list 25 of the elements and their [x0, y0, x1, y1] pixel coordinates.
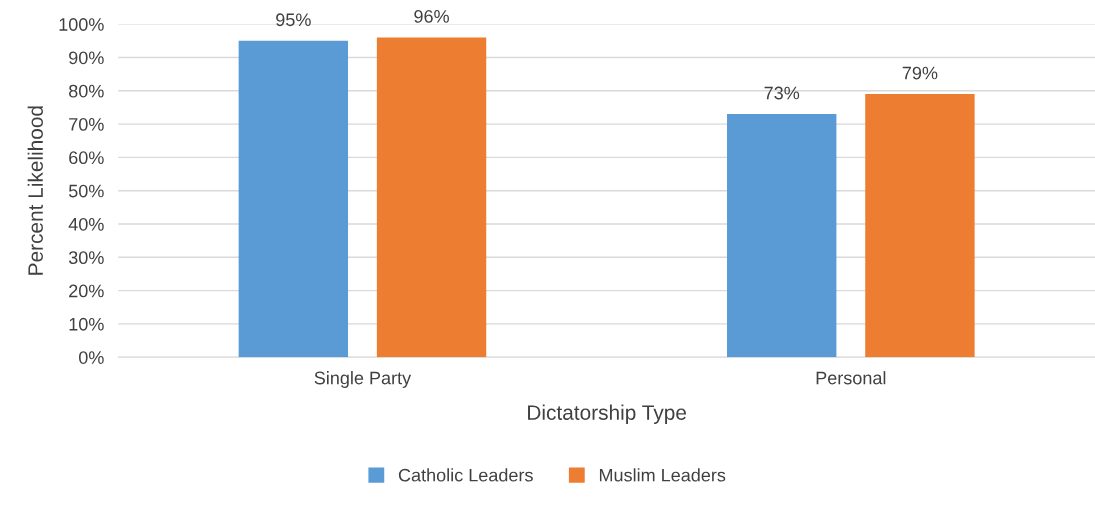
y-tick-label: 50% — [68, 184, 104, 198]
y-tick-label: 10% — [69, 317, 104, 331]
x-axis-title: Dictatorship Type — [528, 404, 686, 425]
data-label: 95% — [276, 13, 311, 27]
x-tick-label: Single Party — [314, 371, 412, 388]
y-tick-label: 70% — [69, 118, 104, 131]
data-label: 73% — [764, 86, 800, 100]
y-tick-label: 20% — [69, 284, 104, 298]
bar — [376, 37, 487, 358]
x-tick-label: Personal — [816, 371, 886, 385]
data-label: 96% — [414, 10, 449, 23]
y-tick-label: 80% — [69, 84, 104, 98]
y-tick-label: 90% — [69, 51, 104, 65]
bar — [727, 114, 837, 358]
y-tick-label: 100% — [59, 18, 104, 31]
y-tick-label: 40% — [68, 217, 104, 231]
data-label: 79% — [902, 66, 938, 80]
y-tick-label: 30% — [68, 251, 104, 265]
y-tick-label: 60% — [69, 151, 104, 165]
y-tick-label: 0% — [78, 351, 104, 364]
legend-label: Muslim Leaders — [599, 468, 726, 482]
bar — [865, 94, 975, 358]
bar — [238, 40, 349, 358]
y-axis-title: Percent Likelihood — [27, 106, 43, 275]
legend-label: Catholic Leaders — [398, 468, 533, 482]
